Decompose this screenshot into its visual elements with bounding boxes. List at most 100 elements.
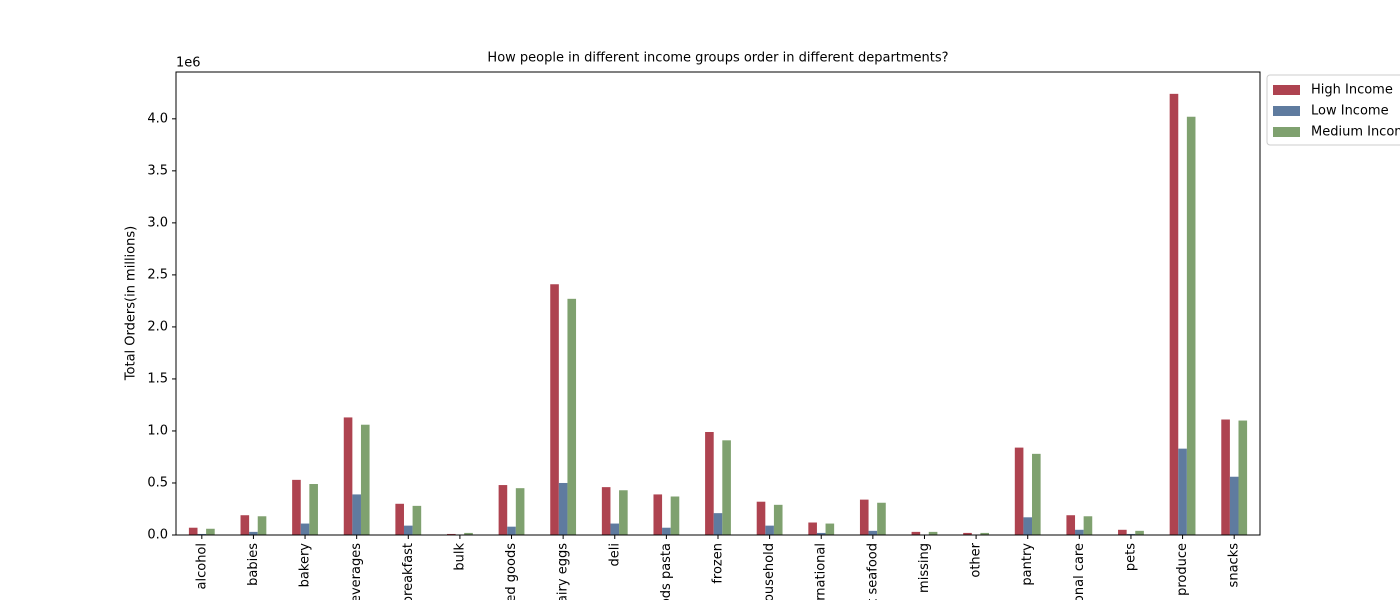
bar [765, 525, 774, 535]
bar [343, 417, 353, 535]
bar [1178, 448, 1187, 535]
y-axis-label: Total Orders(in millions) [124, 226, 139, 381]
bar [619, 490, 628, 535]
legend-label: High Income [1311, 83, 1393, 98]
x-tick-label: produce [1175, 543, 1190, 596]
bar [515, 488, 525, 535]
bar [877, 502, 886, 535]
x-tick-label: other [969, 542, 984, 577]
bar [352, 494, 361, 535]
bar [188, 527, 198, 535]
chart-title: How people in different income groups or… [487, 51, 948, 66]
bar [395, 503, 404, 535]
bar [249, 531, 258, 535]
bar [859, 499, 869, 535]
x-tick-label: dairy eggs [556, 543, 571, 600]
x-tick-label: snacks [1227, 543, 1242, 588]
bar [1221, 419, 1230, 535]
bar [558, 482, 568, 535]
y-tick-label: 2.0 [147, 319, 168, 334]
bar [498, 485, 508, 535]
x-tick-label: babies [246, 543, 261, 586]
bar [1238, 420, 1248, 535]
plot-frame [175, 71, 1261, 536]
bar [868, 530, 878, 535]
x-tick-label: international [814, 543, 829, 600]
bar [963, 532, 972, 535]
bar [928, 531, 938, 535]
x-tick-label: beverages [349, 543, 364, 600]
legend-label: Medium Income [1311, 125, 1400, 140]
bar [1066, 515, 1076, 535]
x-tick-label: deli [607, 543, 622, 566]
bar [670, 496, 680, 535]
bar [808, 522, 817, 535]
x-tick-label: dry goods pasta [659, 543, 674, 600]
legend-label: Low Income [1311, 104, 1389, 119]
bar [1169, 93, 1179, 536]
bar [1118, 529, 1127, 535]
bar [507, 526, 516, 535]
bar [1023, 517, 1033, 535]
bar [257, 516, 267, 535]
legend-swatch [1273, 85, 1300, 95]
bar [773, 504, 783, 535]
bar [980, 532, 989, 535]
x-tick-label: pets [1123, 543, 1138, 571]
bar [816, 532, 826, 535]
bar [403, 525, 413, 535]
bar [1075, 529, 1084, 535]
bar [1126, 533, 1136, 535]
legend-swatch [1273, 106, 1300, 116]
bar [309, 484, 318, 535]
legend-box [1266, 74, 1400, 146]
y-tick-label: 0.5 [147, 475, 168, 490]
bar [550, 284, 559, 535]
x-tick-label: bulk [452, 543, 467, 571]
x-tick-label: missing [917, 543, 932, 593]
bar [825, 523, 835, 535]
x-tick-label: personal care [1072, 543, 1087, 600]
y-tick-label: 2.5 [147, 267, 168, 282]
bar [1135, 530, 1144, 535]
y-tick-label: 0.0 [147, 528, 168, 543]
x-tick-label: breakfast [401, 543, 416, 600]
x-tick-label: pantry [1020, 543, 1035, 586]
bar [1032, 453, 1041, 535]
legend-swatch [1273, 127, 1300, 137]
y-tick-label: 4.0 [147, 111, 168, 126]
y-tick-label: 3.0 [147, 215, 168, 230]
bar [756, 501, 766, 535]
bar [197, 533, 207, 535]
x-tick-label: alcohol [194, 543, 209, 589]
bar [300, 523, 310, 535]
bar [1186, 116, 1196, 536]
bar [705, 431, 714, 535]
bar [911, 531, 921, 535]
y-tick-label: 3.5 [147, 163, 168, 178]
bar [567, 298, 577, 535]
bar [206, 528, 215, 535]
bar [240, 515, 250, 535]
bar [601, 487, 611, 535]
bar [1083, 516, 1093, 535]
bar [412, 505, 422, 535]
x-tick-label: meat seafood [865, 543, 880, 600]
y-tick-label: 1.0 [147, 423, 168, 438]
y-tick-label: 1.5 [147, 371, 168, 386]
bar [722, 440, 731, 535]
bar [1014, 447, 1024, 535]
bar [713, 513, 723, 535]
bar [360, 424, 370, 535]
bar [662, 527, 671, 535]
x-tick-label: frozen [711, 543, 726, 584]
bar [292, 479, 301, 535]
bar [447, 533, 456, 535]
bar [653, 494, 663, 535]
bar [610, 523, 620, 535]
x-tick-label: bakery [298, 543, 313, 588]
x-tick-label: canned goods [504, 543, 519, 600]
bar [1229, 476, 1239, 535]
